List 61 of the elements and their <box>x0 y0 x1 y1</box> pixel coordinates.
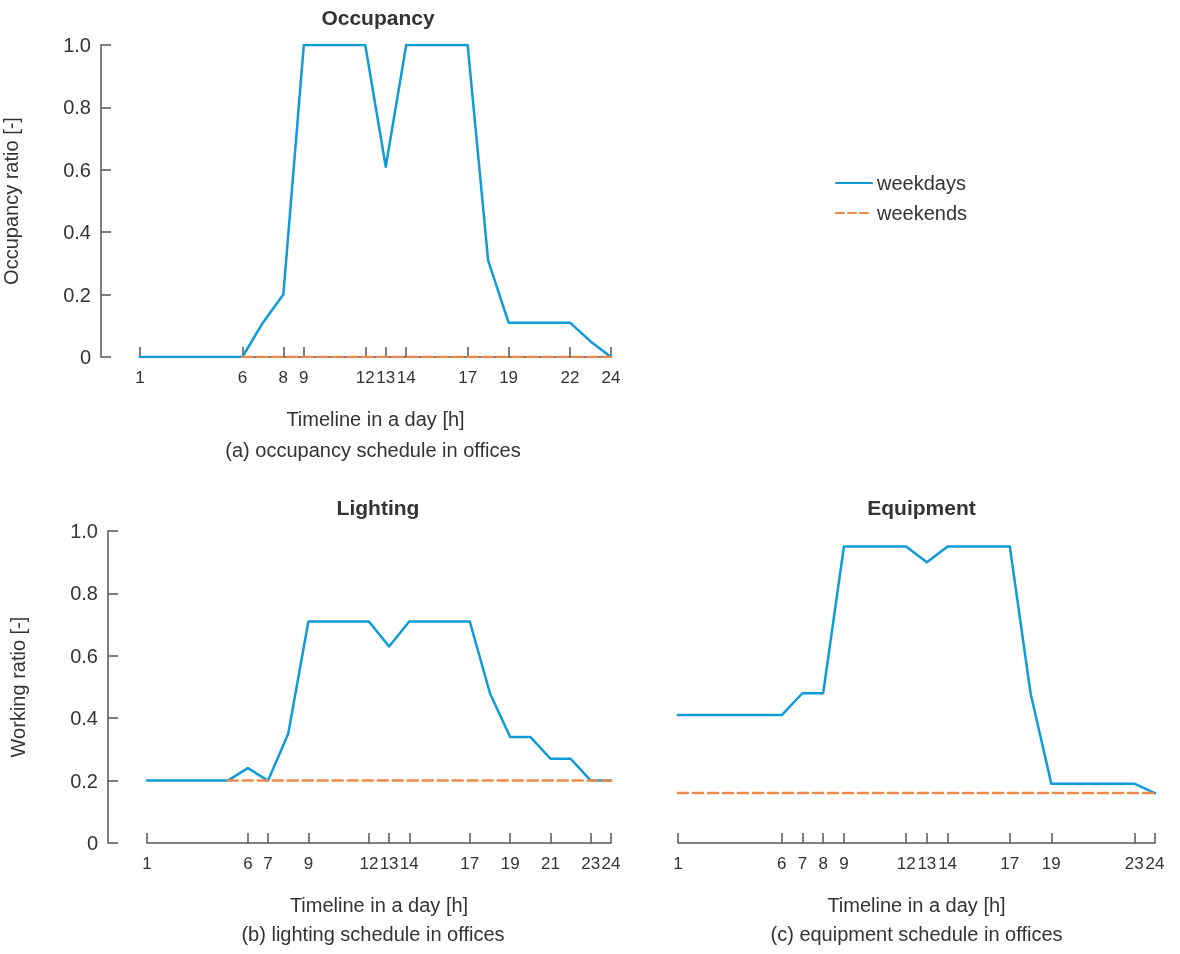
chart-title: Equipment <box>867 496 976 519</box>
y-tick-label: 0.8 <box>63 96 91 119</box>
text: (b) lighting schedule in offices <box>241 923 505 945</box>
x-tick-label: 19 <box>500 854 520 873</box>
x-axis-title: Timeline in a day [h] <box>286 408 465 430</box>
y-tick-label: 0.6 <box>70 644 98 667</box>
y-tick-label: 1.0 <box>63 34 91 56</box>
x-tick-label: 12 <box>359 854 379 873</box>
x-tick-label: 24 <box>601 854 621 873</box>
x-tick-label: 12 <box>896 854 916 873</box>
y-tick-label: 0.4 <box>63 221 91 244</box>
x-tick-label: 7 <box>797 854 808 873</box>
x-tick-label: 24 <box>1145 854 1165 873</box>
x-tick-label: 12 <box>355 368 375 387</box>
x-tick-label: 14 <box>396 368 416 387</box>
y-tick-label: 0 <box>86 832 98 854</box>
y-tick-label: 0.2 <box>70 769 98 792</box>
x-tick-label: 1 <box>135 368 145 387</box>
y-tick-label: 0.8 <box>70 582 98 605</box>
y-tick-label: 0.6 <box>63 158 91 181</box>
x-tick-label: 6 <box>776 854 787 873</box>
x-tick-label: 23 <box>1124 854 1144 873</box>
x-tick-label: 9 <box>839 854 849 873</box>
x-tick-label: 8 <box>818 854 828 873</box>
x-tick-label: 22 <box>560 368 580 387</box>
x-tick-label: 14 <box>399 854 419 873</box>
x-tick-label: 9 <box>303 854 314 873</box>
x-tick-label: 24 <box>601 368 621 387</box>
y-axis-title: Occupancy ratio [-] <box>0 117 22 285</box>
x-tick-label: 23 <box>581 854 601 873</box>
x-tick-label: 13 <box>379 854 399 873</box>
x-tick-label: 8 <box>278 368 289 387</box>
x-tick-label: 7 <box>263 854 273 873</box>
x-tick-label: 6 <box>243 854 253 873</box>
legend-label: weekends <box>876 202 968 224</box>
y-tick-label: 0.2 <box>63 283 91 306</box>
chart-title: Lighting <box>336 496 420 519</box>
y-tick-label: 0.4 <box>70 707 98 730</box>
text: (a) occupancy schedule in offices <box>225 439 521 461</box>
chart-title: Occupancy <box>321 6 435 29</box>
x-tick-label: 6 <box>237 368 248 387</box>
text: (c) equipment schedule in offices <box>770 923 1063 945</box>
x-tick-label: 19 <box>1041 854 1061 873</box>
y-axis-title: Working ratio [-] <box>7 616 29 758</box>
x-tick-label: 19 <box>499 368 519 387</box>
x-axis-title: Timeline in a day [h] <box>827 894 1006 916</box>
x-tick-label: 17 <box>460 854 480 873</box>
x-tick-label: 13 <box>376 368 396 387</box>
x-axis-title: Timeline in a day [h] <box>289 894 469 916</box>
x-tick-label: 17 <box>1000 854 1020 873</box>
x-tick-label: 21 <box>541 854 560 873</box>
x-tick-label: 1 <box>673 854 683 873</box>
x-tick-label: 17 <box>458 368 478 387</box>
y-tick-label: 0 <box>79 346 91 368</box>
x-tick-label: 13 <box>917 854 937 873</box>
x-tick-label: 14 <box>938 854 958 873</box>
y-tick-label: 1.0 <box>70 520 98 542</box>
x-tick-label: 1 <box>142 854 152 873</box>
line-series <box>138 43 613 359</box>
legend-label: weekdays <box>876 172 966 194</box>
x-tick-label: 9 <box>299 368 309 387</box>
